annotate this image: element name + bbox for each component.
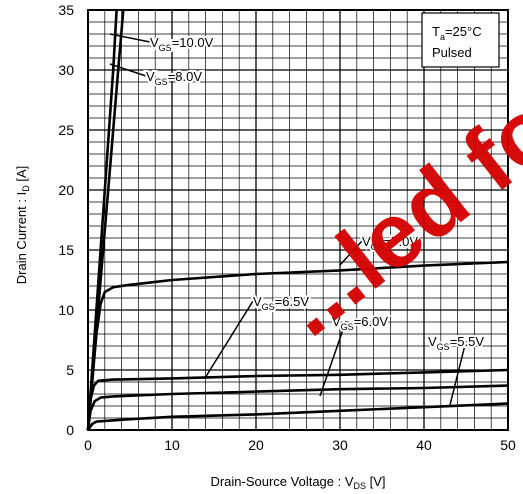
plot-frame [87,9,509,431]
label-leaders [109,33,467,406]
y-tick-label: 35 [58,2,74,18]
leader-line [109,63,147,77]
y-tick-label: 0 [66,422,74,438]
series-label: VGS=6.5V [253,294,309,312]
leader-line [449,340,467,406]
x-tick-label: 0 [84,437,92,453]
series-label: VGS=6.0V [332,314,388,332]
x-axis-title-unit: [V] [366,474,386,489]
y-tick-label: 15 [58,242,74,258]
y-axis-title-unit: [A] [14,166,29,186]
curves [86,9,509,431]
y-tick-label: 20 [58,182,74,198]
x-tick-label: 10 [164,437,180,453]
series-label: VGS=10.0V [150,35,214,53]
leader-line [339,240,363,266]
series-label: VGS=7.0V [362,234,418,252]
conditions-box: Ta=25°C Pulsed [421,12,500,68]
watermark: ...led for [260,55,523,356]
x-axis-title: Drain-Source Voltage : V [210,474,353,489]
y-axis-title: Drain Current : I [14,192,29,284]
cond-t-sub: a [440,32,445,42]
x-tick-label: 20 [248,437,264,453]
cond-t: T [432,24,440,39]
series-line-vgs-5-5v [86,402,509,431]
svg-text:Drain-Source Voltage : VDS [V]: Drain-Source Voltage : VDS [V] [210,474,385,491]
y-axis-title-sub: D [21,185,31,192]
y-tick-label: 5 [66,362,74,378]
cond-t-rest: =25°C [445,24,482,39]
cond-pulsed: Pulsed [432,45,472,60]
tick-labels: 0 10 20 30 40 50 0 5 10 15 20 25 30 35 [58,2,516,453]
series-labels: VGS=10.0V VGS=8.0V VGS=7.0V VGS=6.5V VGS=6.0… [144,33,486,354]
x-tick-label: 30 [332,437,348,453]
svg-text:Ta=25°C: Ta=25°C [432,24,482,42]
series-line-vgs-6-5v [86,368,509,431]
series-line-vgs-6-0v [86,384,509,431]
y-tick-label: 30 [58,62,74,78]
x-tick-label: 40 [416,437,432,453]
series-label: VGS=8.0V [146,69,202,87]
grid [87,9,509,431]
leader-line [204,300,254,379]
leader-line [319,320,347,397]
series-label: VGS=5.5V [428,334,484,352]
leader-line [109,33,151,43]
y-tick-label: 25 [58,122,74,138]
x-tick-label: 50 [500,437,516,453]
watermark-text: ...led for [260,55,523,356]
y-tick-label: 10 [58,302,74,318]
x-axis-title-sub: DS [354,481,367,491]
series-line-vgs-7-0v [86,260,509,431]
svg-text:Drain Current : ID [A]: Drain Current : ID [A] [14,166,31,285]
